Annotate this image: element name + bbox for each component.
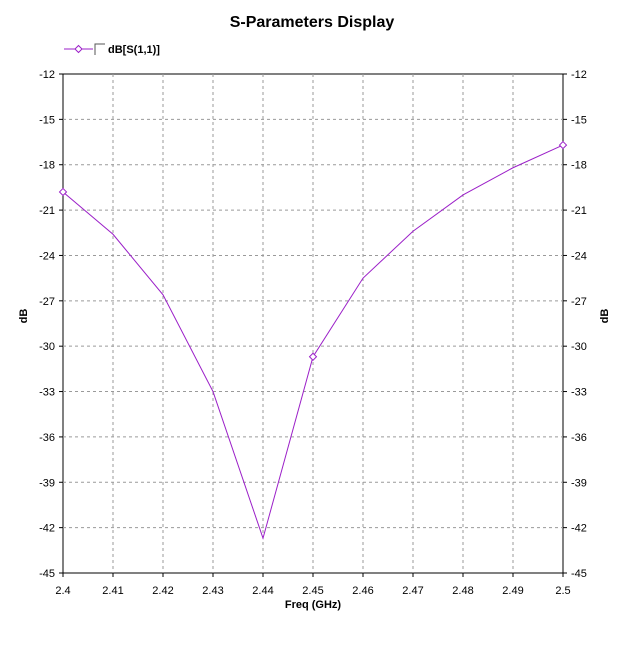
x-tick-label: 2.46 (352, 585, 373, 597)
y-tick-label-left: -27 (39, 296, 55, 308)
y-axis-label-right: dB (599, 309, 611, 324)
y-tick-label-right: -12 (571, 69, 587, 81)
data-point-marker (58, 187, 68, 197)
y-tick-label-left: -18 (39, 160, 55, 172)
y-tick-label-right: -42 (571, 523, 587, 535)
series-layer (58, 140, 568, 540)
legend: dB[S(1,1)] (64, 43, 160, 56)
legend-series-label: dB[S(1,1)] (108, 44, 160, 56)
x-tick-label: 2.48 (452, 585, 473, 597)
chart-title: S-Parameters Display (230, 14, 395, 31)
x-tick-label: 2.5 (555, 585, 570, 597)
y-tick-label-right: -24 (571, 250, 587, 262)
x-tick-label: 2.49 (502, 585, 523, 597)
x-tick-label: 2.42 (152, 585, 173, 597)
y-tick-label-left: -45 (39, 568, 55, 580)
x-axis-label: Freq (GHz) (285, 599, 342, 611)
data-point-marker (308, 352, 318, 361)
y-tick-label-right: -15 (571, 114, 587, 126)
x-tick-label: 2.44 (252, 585, 273, 597)
gridlines (63, 74, 563, 573)
y-tick-label-right: -30 (571, 341, 587, 353)
y-tick-label-right: -36 (571, 432, 587, 444)
y-tick-label-left: -33 (39, 387, 55, 399)
x-tick-label: 2.41 (102, 585, 123, 597)
y-tick-label-right: -39 (571, 477, 587, 489)
data-point-marker (558, 140, 568, 150)
y-tick-label-left: -12 (39, 69, 55, 81)
x-tick-label: 2.45 (302, 585, 323, 597)
y-tick-label-right: -18 (571, 160, 587, 172)
y-tick-label-left: -36 (39, 432, 55, 444)
x-tick-label: 2.4 (55, 585, 70, 597)
y-tick-label-left: -15 (39, 114, 55, 126)
legend-checkbox-icon (94, 43, 105, 55)
y-tick-label-right: -45 (571, 568, 587, 580)
y-axis-label-left: dB (18, 309, 30, 324)
y-tick-label-left: -24 (39, 250, 55, 262)
y-tick-label-right: -33 (571, 387, 587, 399)
y-tick-label-right: -27 (571, 296, 587, 308)
legend-diamond-icon (74, 44, 83, 54)
x-tick-label: 2.43 (202, 585, 223, 597)
tick-labels: 2.4 2.41 2.42 2.43 2.44 2.45 2.46 2.47 2.48 2.49 2… (39, 69, 587, 597)
y-tick-label-left: -21 (39, 205, 55, 217)
y-tick-label-right: -21 (571, 205, 587, 217)
y-tick-label-left: -39 (39, 477, 55, 489)
y-tick-label-left: -42 (39, 523, 55, 535)
y-tick-label-left: -30 (39, 341, 55, 353)
x-tick-label: 2.47 (402, 585, 423, 597)
